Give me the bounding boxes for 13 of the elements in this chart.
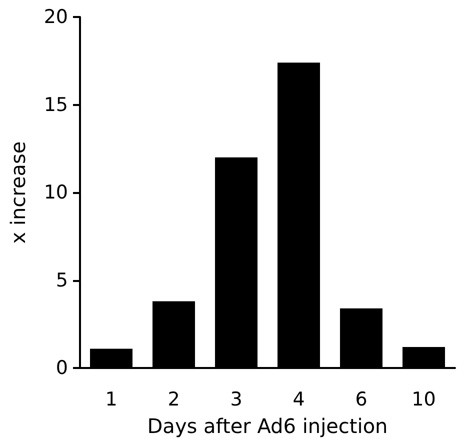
- x-axis-title: Days after Ad6 injection: [147, 414, 388, 438]
- x-tick-label: 1: [105, 388, 118, 410]
- x-tick-label: 10: [412, 388, 436, 410]
- x-tick-label: 6: [355, 388, 368, 410]
- x-tick-label: 3: [230, 388, 242, 410]
- y-axis-title: x increase: [6, 141, 30, 244]
- y-tick-label: 10: [44, 182, 68, 204]
- y-tick-label: 5: [56, 269, 68, 292]
- x-tick-label: 4: [292, 388, 305, 410]
- x-tick-label: 2: [168, 388, 180, 410]
- y-tick-label: 15: [44, 94, 68, 116]
- y-tick-label: 0: [56, 357, 68, 379]
- y-tick-label: 20: [44, 6, 68, 28]
